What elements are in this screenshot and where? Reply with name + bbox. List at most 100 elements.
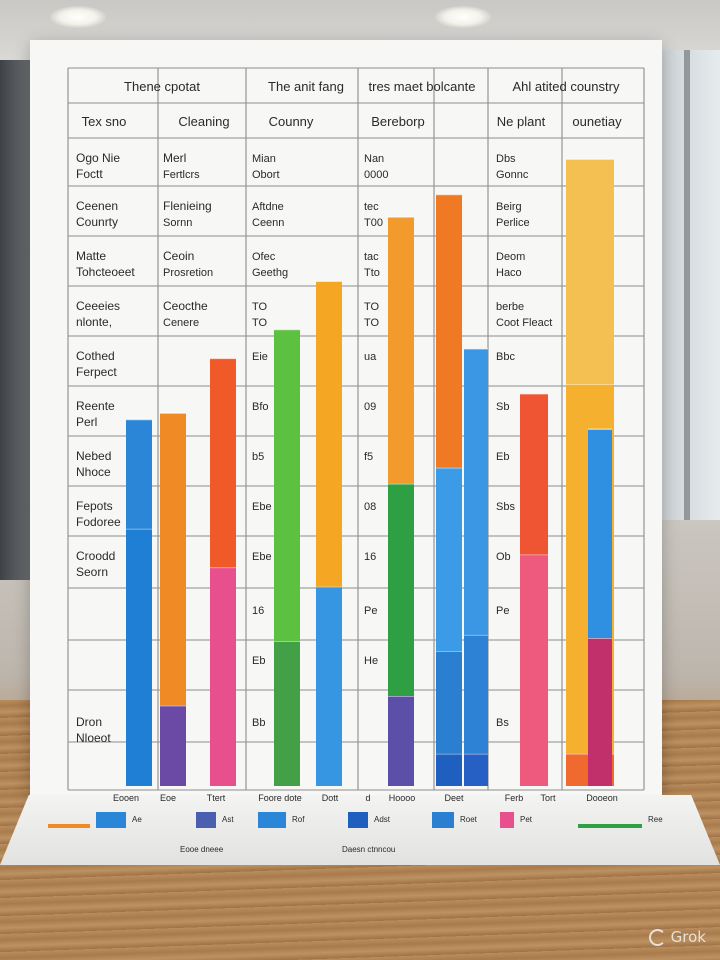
legend-swatch xyxy=(48,824,90,828)
bar-segment xyxy=(464,348,488,635)
legend-swatch xyxy=(196,812,216,828)
footer-text: Eooe dneee xyxy=(180,845,224,854)
legend-swatch xyxy=(500,812,514,828)
legend-label: Adst xyxy=(374,815,391,824)
watermark: Grok xyxy=(648,928,706,946)
cell-text: berbe xyxy=(496,301,524,313)
bar-segment xyxy=(316,586,342,786)
bar-segment xyxy=(316,281,342,587)
subheader-label: Cleaning xyxy=(178,114,229,129)
cell-text: Coot Fleact xyxy=(496,317,552,329)
bar xyxy=(464,348,488,786)
bar xyxy=(274,328,300,786)
legend-label: Rof xyxy=(292,815,305,824)
legend-swatch xyxy=(258,812,286,828)
bars xyxy=(126,158,614,786)
row-label: Ogo Nie xyxy=(76,151,120,165)
table-rows: Ogo Nie Foctt Merl Fertlcrs Mian Obort Nan 0000… xyxy=(76,151,605,745)
cell-text: Sb xyxy=(496,401,509,413)
bar-segment xyxy=(388,483,414,696)
x-tick-label: Deet xyxy=(444,793,464,803)
row-label: Croodd xyxy=(76,549,115,563)
x-tick-label: Eooen xyxy=(113,793,139,803)
bar xyxy=(160,412,186,786)
legend-label: Pet xyxy=(520,815,533,824)
row-label: Counrty xyxy=(76,215,118,229)
subheader-label: Tex sno xyxy=(82,114,127,129)
cell-text: 16 xyxy=(252,605,264,617)
bar xyxy=(316,280,342,786)
paper-fold xyxy=(0,795,720,865)
legend-swatch xyxy=(348,812,368,828)
table-grid xyxy=(67,67,645,791)
cell-text: f5 xyxy=(364,451,373,463)
legend-item: Ae xyxy=(96,812,142,828)
row-label: Nebed xyxy=(76,449,111,463)
cell-text: TO xyxy=(252,317,268,329)
cell-text: Eb xyxy=(252,655,265,667)
cell-text: b5 xyxy=(252,451,264,463)
grok-logo-icon xyxy=(648,928,666,946)
row-label: Nhoce xyxy=(76,465,111,479)
cell-text: Tto xyxy=(364,267,380,279)
cell-text: Bs xyxy=(496,717,509,729)
cell-text: Ebe xyxy=(252,551,272,563)
cell-text: tec xyxy=(364,201,379,213)
cell-text: Fertlcrs xyxy=(163,169,200,181)
ceiling-lamp xyxy=(435,6,491,28)
legend-label: Ae xyxy=(132,815,142,824)
bar-segment xyxy=(520,554,548,786)
row-label: Fepots xyxy=(76,499,113,513)
x-tick-label: Foore dote xyxy=(258,793,302,803)
cell-text: Flenieing xyxy=(163,199,212,213)
x-tick-label: Hoooo xyxy=(389,793,416,803)
cell-text: Ceenn xyxy=(252,217,284,229)
bar xyxy=(388,216,414,786)
x-tick-labels: Eooen Eoe Ttert Foore dote Dott d Hoooo Deet Fer… xyxy=(113,793,618,803)
row-label: Ceeeies xyxy=(76,299,120,313)
cell-text: Geethg xyxy=(252,267,288,279)
bar-segment xyxy=(274,641,300,786)
cell-text: 08 xyxy=(364,501,376,513)
row-label: Perl xyxy=(76,415,97,429)
legend-swatch xyxy=(432,812,454,828)
cell-text: Bbc xyxy=(496,351,515,363)
row-label: Reente xyxy=(76,399,115,413)
row-label: Matte xyxy=(76,249,106,263)
bar-segment xyxy=(464,753,488,786)
cell-text: Obort xyxy=(252,169,280,181)
cell-text: Deom xyxy=(496,251,525,263)
bar xyxy=(520,393,548,786)
cell-text: Bb xyxy=(252,717,265,729)
cell-text: Gonnc xyxy=(496,169,529,181)
legend-label: Ree xyxy=(648,815,663,824)
subheader-label: Counny xyxy=(269,114,314,129)
bar-segment xyxy=(210,358,236,568)
bar xyxy=(210,357,236,786)
bar xyxy=(588,428,612,786)
header-label: Thene cpotat xyxy=(124,79,200,94)
subheader-label: Bereborp xyxy=(371,114,424,129)
cell-text: T00 xyxy=(364,217,383,229)
cell-text: Eb xyxy=(496,451,509,463)
row-label: Cothed xyxy=(76,349,115,363)
cell-text: Dbs xyxy=(496,153,516,165)
cell-text: Sornn xyxy=(163,217,192,229)
bar-segment xyxy=(436,467,462,651)
cell-text: Pe xyxy=(364,605,377,617)
legend: Ae Ast Rof Adst Roet Pet Ree xyxy=(48,812,663,828)
x-tick-label: Dott xyxy=(322,793,339,803)
bar-segment xyxy=(210,567,236,786)
legend-item: Adst xyxy=(348,812,391,828)
legend-label: Ast xyxy=(222,815,234,824)
row-label: Fodoree xyxy=(76,515,121,529)
cell-text: Perlice xyxy=(496,217,530,229)
x-tick-label: Tort xyxy=(540,793,556,803)
cell-text: TO xyxy=(364,317,380,329)
x-tick-label: d xyxy=(365,793,370,803)
legend-item: Ast xyxy=(196,812,234,828)
bar-segment xyxy=(388,695,414,786)
cell-text: Sbs xyxy=(496,501,515,513)
row-label: Seorn xyxy=(76,565,108,579)
